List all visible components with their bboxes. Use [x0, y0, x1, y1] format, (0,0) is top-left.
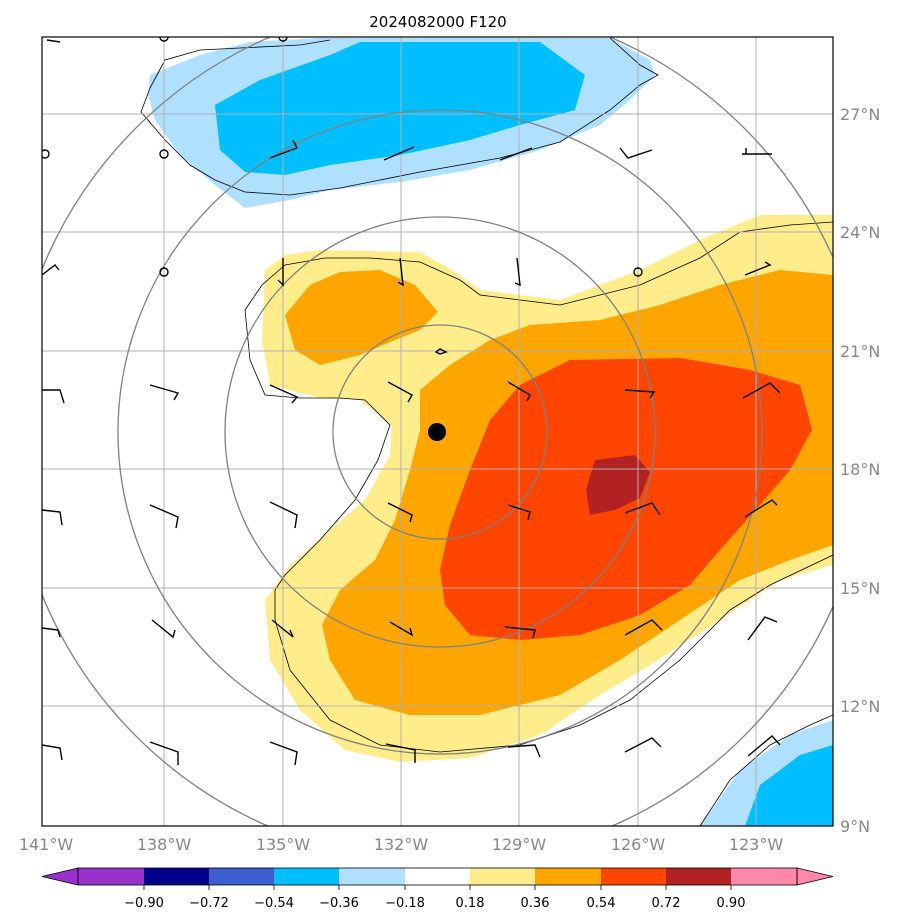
colorbar-extend-left	[41, 867, 79, 886]
lon-label: 129°W	[492, 835, 547, 854]
colorbar-tick-label: −0.18	[385, 896, 425, 911]
colorbar-bin	[601, 868, 666, 885]
map-title: 2024082000 F120	[369, 13, 506, 31]
colorbar-bin	[470, 868, 535, 885]
wind-barbs	[42, 37, 781, 766]
colorbar-tick-label: −0.90	[124, 896, 164, 911]
lon-label: 141°W	[19, 835, 74, 854]
lat-label: 27°N	[840, 105, 880, 124]
colorbar-bin	[731, 868, 797, 885]
contour-blue-se	[745, 745, 833, 826]
colorbar-bin	[405, 868, 470, 885]
lat-label: 21°N	[840, 342, 880, 361]
lat-label: 15°N	[840, 579, 880, 598]
colorbar: −0.90 −0.72 −0.54 −0.36 −0.18 0.18 0.36 …	[41, 867, 834, 911]
colorbar-bin	[209, 868, 274, 885]
colorbar-tick-label: −0.72	[189, 896, 229, 911]
lon-label: 138°W	[137, 835, 192, 854]
colorbar-bin	[144, 868, 209, 885]
colorbar-frame	[77, 867, 798, 886]
colorbar-tick-label: 0.18	[456, 896, 485, 911]
colorbar-tick-label: 0.90	[717, 896, 746, 911]
plot-frame	[41, 36, 834, 827]
contour-dark-red	[586, 455, 650, 515]
lon-label: 132°W	[374, 835, 429, 854]
contour-orange-nw	[285, 270, 438, 365]
colorbar-bin	[274, 868, 339, 885]
latitude-labels: 27°N 24°N 21°N 18°N 15°N 12°N 9°N	[840, 105, 880, 836]
colorbar-extend-right	[796, 867, 834, 886]
colorbar-tick-label: 0.36	[521, 896, 550, 911]
storm-center-marker	[428, 423, 446, 441]
colorbar-bin	[78, 868, 144, 885]
lat-label: 12°N	[840, 697, 880, 716]
map-plot-area	[42, 37, 833, 826]
lat-label: 18°N	[840, 460, 880, 479]
colorbar-tick-label: 0.72	[652, 896, 681, 911]
colorbar-tick-label: 0.54	[587, 896, 616, 911]
colorbar-bin	[535, 868, 601, 885]
longitude-labels: 141°W 138°W 135°W 132°W 129°W 126°W 123°…	[19, 835, 784, 854]
lat-label: 24°N	[840, 223, 880, 242]
lon-label: 126°W	[611, 835, 666, 854]
lat-label: 9°N	[840, 817, 870, 836]
range-rings	[42, 37, 833, 826]
colorbar-bin	[666, 868, 731, 885]
grid-lines	[42, 37, 833, 826]
contour-blue-north	[215, 42, 585, 175]
colorbar-tick-label: −0.54	[254, 896, 294, 911]
lon-label: 123°W	[729, 835, 784, 854]
colorbar-bin	[339, 868, 405, 885]
colorbar-tick-label: −0.36	[319, 896, 359, 911]
lon-label: 135°W	[256, 835, 311, 854]
